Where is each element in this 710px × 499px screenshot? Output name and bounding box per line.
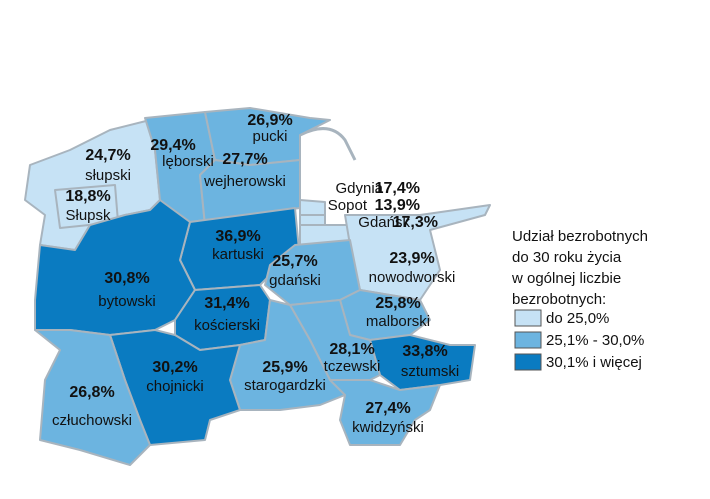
region-name: kartuski [212, 246, 264, 263]
region-name: sztumski [401, 363, 459, 380]
region-name: Gdańsk [358, 214, 410, 231]
region-value: 27,4% [365, 400, 410, 417]
region-value: 17,4% [375, 180, 420, 197]
region-name: gdański [269, 272, 321, 289]
legend-title: w ogólnej liczbie [511, 270, 621, 287]
region [299, 199, 326, 216]
region-value: 33,8% [402, 343, 447, 360]
region-value: 25,8% [375, 295, 420, 312]
region-name: Słupsk [65, 207, 111, 224]
region-value: 30,2% [152, 359, 197, 376]
region-value: 18,8% [65, 188, 110, 205]
region-value: 25,7% [272, 253, 317, 270]
region [299, 214, 326, 226]
region [34, 329, 151, 466]
region-name: tczewski [324, 358, 381, 375]
region-name: nowodworski [369, 269, 456, 286]
region-name: wejherowski [203, 173, 286, 190]
region-value: 30,8% [104, 270, 149, 287]
legend-label: 30,1% i więcej [546, 354, 642, 371]
legend-label: do 25,0% [546, 310, 609, 327]
region-value: 36,9% [215, 228, 260, 245]
legend-swatch [514, 309, 542, 327]
region-value: 29,4% [150, 137, 195, 154]
region-name: malborski [366, 313, 430, 330]
coast-line [299, 127, 357, 161]
legend-swatch [514, 331, 542, 349]
legend-label: 25,1% - 30,0% [546, 332, 644, 349]
region-name: starogardzki [244, 377, 326, 394]
region-name: kwidzyński [352, 419, 424, 436]
legend-title: bezrobotnych: [512, 291, 606, 308]
region-value: 25,9% [262, 359, 307, 376]
region-name: kościerski [194, 317, 260, 334]
region-value: 28,1% [329, 341, 374, 358]
region-name: pucki [252, 128, 287, 145]
region-value: 23,9% [389, 250, 434, 267]
region-name: bytowski [98, 293, 156, 310]
region-name: chojnicki [146, 378, 204, 395]
region-value: 27,7% [222, 151, 267, 168]
region-name: Sopot [328, 197, 368, 214]
region-name: słupski [85, 167, 131, 184]
region-name: człuchowski [52, 412, 132, 429]
region-value: 24,7% [85, 147, 130, 164]
region [369, 334, 476, 391]
region-value: 31,4% [204, 295, 249, 312]
region-name: Gdynia [335, 180, 383, 197]
legend-swatch [514, 353, 542, 371]
region-value: 13,9% [375, 197, 420, 214]
region-name: lęborski [162, 153, 214, 170]
legend-title: do 30 roku życia [512, 249, 622, 266]
region-value: 26,8% [69, 384, 114, 401]
region-value: 26,9% [247, 112, 292, 129]
region [329, 379, 441, 446]
region-value: 17,3% [393, 214, 438, 231]
legend-title: Udział bezrobotnych [512, 228, 648, 245]
